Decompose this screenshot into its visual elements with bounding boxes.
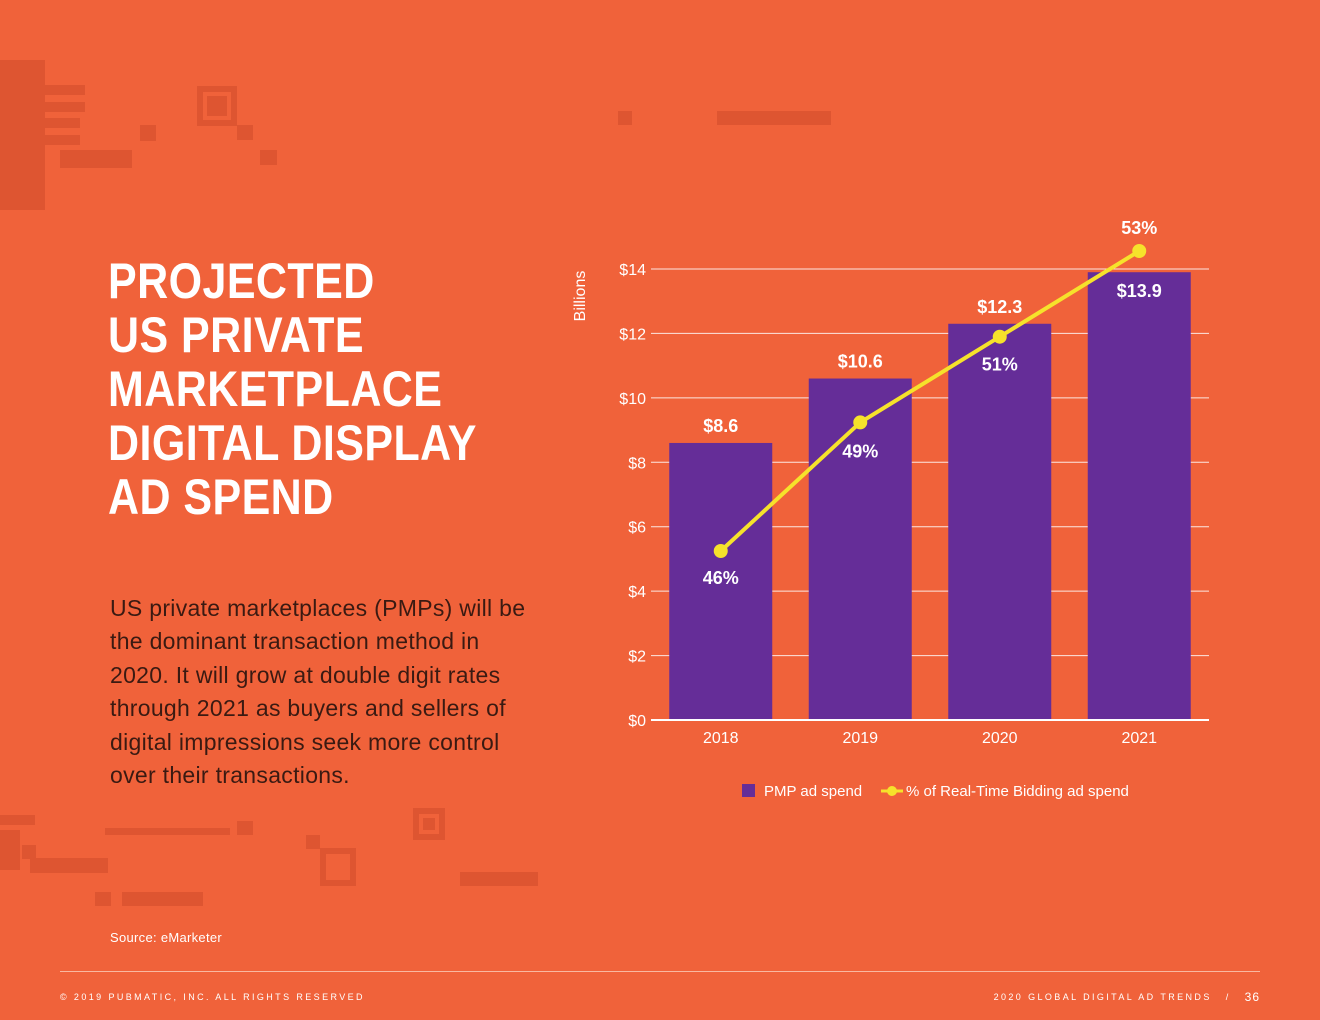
bar — [808, 378, 912, 720]
y-tick-label: $8 — [628, 455, 646, 472]
line-value-label: 53% — [1121, 218, 1157, 238]
page-number: 36 — [1244, 990, 1260, 1004]
x-tick-label: 2018 — [703, 730, 739, 747]
line-series — [719, 249, 1141, 553]
line-point — [1132, 244, 1147, 258]
y-tick-label: $12 — [619, 326, 646, 343]
copyright-text: © 2019 PUBMATIC, INC. ALL RIGHTS RESERVE… — [60, 992, 365, 1002]
bar-value-label: $8.6 — [703, 416, 738, 436]
bar — [948, 323, 1052, 720]
legend-label: PMP ad spend — [764, 783, 862, 800]
line-point — [992, 329, 1007, 344]
line-value-label: 46% — [703, 568, 739, 588]
page-title: PROJECTED US PRIVATE MARKETPLACE DIGITAL… — [108, 254, 486, 524]
y-tick-label: $0 — [628, 713, 646, 730]
line-value-label: 51% — [982, 355, 1018, 375]
line-point — [713, 544, 728, 558]
bar — [669, 442, 773, 720]
y-tick-label: $4 — [628, 584, 646, 601]
line-point — [853, 415, 868, 430]
bar-value-label: $13.9 — [1117, 281, 1162, 301]
title-line: DIGITAL DISPLAY — [108, 415, 477, 471]
title-line: PROJECTED — [108, 253, 375, 309]
bar-value-label: $10.6 — [838, 352, 883, 372]
title-line: MARKETPLACE — [108, 361, 443, 417]
footer-right: 2020 GLOBAL DIGITAL AD TRENDS / 36 — [994, 990, 1260, 1004]
legend-bar-swatch — [742, 784, 755, 797]
y-tick-label: $14 — [619, 262, 646, 279]
x-tick-label: 2021 — [1121, 730, 1157, 747]
legend-label: % of Real-Time Bidding ad spend — [906, 783, 1129, 800]
y-axis-label: Billions — [572, 271, 589, 322]
x-tick-label: 2020 — [982, 730, 1018, 747]
footer-divider — [60, 971, 1260, 972]
y-tick-label: $10 — [619, 391, 646, 408]
line-value-label: 49% — [842, 441, 878, 461]
x-tick-label: 2019 — [842, 730, 878, 747]
footer-separator: / — [1225, 992, 1231, 1002]
bar-value-label: $12.3 — [977, 297, 1022, 317]
description-paragraph: US private marketplaces (PMPs) will be t… — [110, 595, 526, 789]
title-line: AD SPEND — [108, 469, 334, 525]
y-tick-label: $2 — [628, 649, 646, 666]
legend-line-marker — [887, 786, 897, 796]
publication-title: 2020 GLOBAL DIGITAL AD TRENDS — [993, 992, 1212, 1002]
source-note: Source: eMarketer — [110, 930, 223, 945]
y-tick-label: $6 — [628, 520, 646, 537]
title-line: US PRIVATE — [108, 307, 364, 363]
bar — [1087, 272, 1191, 720]
